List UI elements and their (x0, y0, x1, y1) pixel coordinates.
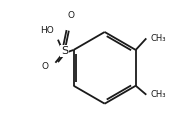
Text: HO: HO (40, 26, 54, 35)
Text: CH₃: CH₃ (150, 90, 166, 99)
Text: S: S (61, 46, 68, 56)
Text: O: O (68, 11, 75, 20)
Text: O: O (41, 62, 48, 71)
Text: CH₃: CH₃ (150, 34, 166, 43)
